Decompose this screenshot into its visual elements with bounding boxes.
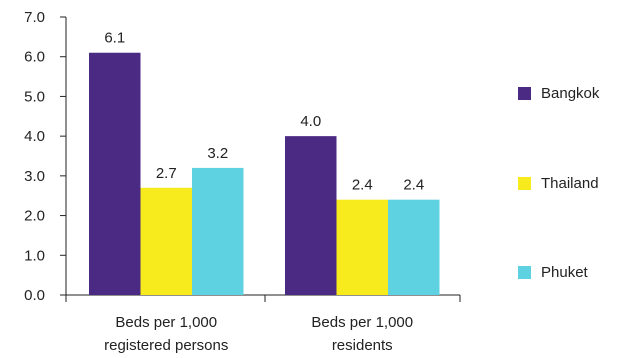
legend-swatch [518, 87, 531, 100]
legend: Bangkok Thailand Phuket [518, 85, 600, 281]
x-axis: Beds per 1,000 registered persons Beds per… [65, 294, 461, 354]
y-tick-label: 7.0 [24, 9, 45, 26]
category-label: Beds per 1,000 [311, 314, 413, 331]
y-tick-label: 4.0 [24, 128, 45, 145]
bar [192, 167, 244, 295]
legend-label: Bangkok [541, 85, 600, 102]
data-label: 2.4 [352, 177, 373, 194]
data-label: 2.7 [156, 165, 177, 182]
data-label: 2.4 [403, 177, 424, 194]
category-label: residents [332, 337, 393, 354]
y-tick-label: 2.0 [24, 208, 45, 225]
bar [336, 199, 388, 295]
y-tick-label: 5.0 [24, 88, 45, 105]
y-tick-label: 3.0 [24, 168, 45, 185]
y-tick-label: 1.0 [24, 247, 45, 264]
bar [140, 187, 192, 295]
bar [285, 136, 337, 295]
legend-swatch [518, 177, 531, 190]
y-tick-label: 6.0 [24, 49, 45, 66]
legend-label: Thailand [541, 175, 599, 192]
data-label: 4.0 [300, 113, 321, 130]
bar [89, 52, 141, 295]
legend-swatch [518, 266, 531, 279]
bar [388, 199, 440, 295]
legend-label: Phuket [541, 264, 589, 281]
bars [89, 52, 440, 295]
category-label: Beds per 1,000 [115, 314, 217, 331]
data-labels: 6.1 4.0 2.7 2.4 3.2 2.4 [104, 30, 424, 194]
data-label: 6.1 [104, 30, 125, 47]
y-axis: 0.0 1.0 2.0 3.0 4.0 5.0 6.0 7.0 [24, 9, 67, 304]
category-label: registered persons [104, 337, 228, 354]
data-label: 3.2 [207, 145, 228, 162]
y-tick-label: 0.0 [24, 287, 45, 304]
